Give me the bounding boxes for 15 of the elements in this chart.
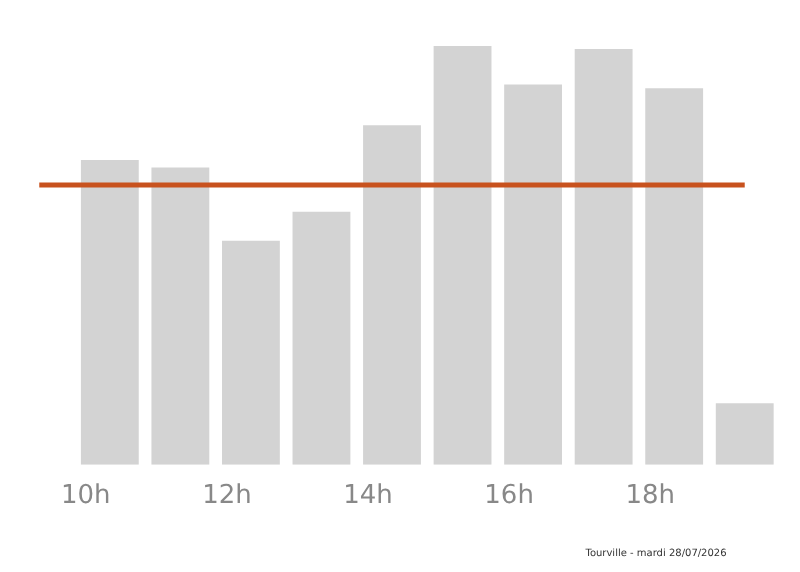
bar	[504, 84, 563, 465]
bar	[715, 403, 774, 465]
x-tick-label: 10h	[61, 481, 111, 512]
x-tick-label: 18h	[625, 481, 675, 512]
x-tick-label: 12h	[202, 481, 252, 512]
bar	[363, 125, 421, 465]
bar	[645, 88, 704, 465]
x-tick-label: 16h	[484, 481, 534, 512]
bar	[574, 48, 633, 465]
bar	[221, 240, 280, 465]
bar	[433, 46, 492, 465]
x-tick-label: 14h	[343, 481, 393, 512]
bar	[80, 159, 139, 465]
bar	[151, 167, 210, 465]
bar	[292, 211, 351, 465]
